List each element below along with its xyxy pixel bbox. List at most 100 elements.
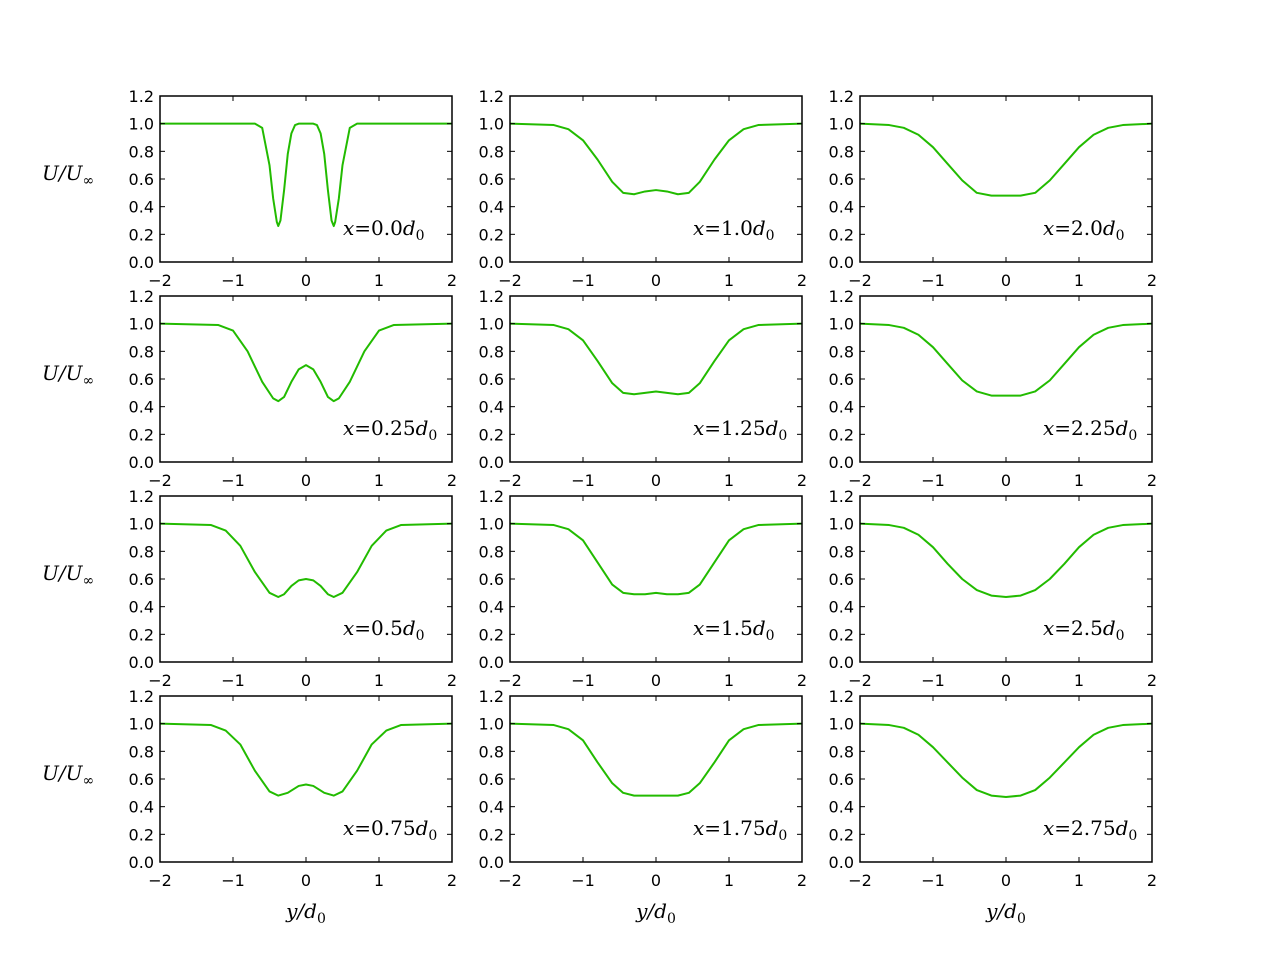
annotation-value: 0.25	[371, 416, 416, 440]
x-axis-label-sub: 0	[317, 911, 326, 927]
x-tick-label: 1	[1074, 871, 1084, 890]
y-tick-label: 1.2	[479, 287, 504, 306]
y-tick-label: 0.8	[129, 342, 154, 361]
station-annotation: x=1.0d0	[693, 216, 775, 244]
x-tick-label: −2	[498, 871, 522, 890]
y-tick-label: 1.0	[479, 315, 504, 334]
annotation-equals: =	[704, 816, 721, 840]
annotation-equals: =	[1054, 816, 1071, 840]
x-tick-label: 2	[1147, 871, 1157, 890]
annotation-value: 2.25	[1071, 416, 1116, 440]
x-tick-label: −2	[848, 471, 872, 490]
annotation-prefix: x	[343, 616, 354, 640]
y-tick-label: 0.6	[479, 570, 504, 589]
y-tick-label: 0.6	[129, 370, 154, 389]
y-tick-label: 0.0	[129, 453, 154, 472]
x-tick-label: −2	[498, 471, 522, 490]
y-tick-label: 0.6	[829, 370, 854, 389]
annotation-equals: =	[704, 616, 721, 640]
y-tick-label: 0.8	[479, 742, 504, 761]
x-tick-label: 1	[724, 671, 734, 690]
x-tick-label: −1	[221, 271, 245, 290]
y-tick-label: 1.2	[829, 687, 854, 706]
annotation-equals: =	[1054, 216, 1071, 240]
y-axis-label: U/U∞	[42, 761, 94, 789]
x-tick-label: 0	[1001, 671, 1011, 690]
annotation-unit: d	[1103, 216, 1116, 240]
x-tick-label: −2	[848, 271, 872, 290]
y-tick-label: 1.2	[479, 87, 504, 106]
annotation-equals: =	[354, 216, 371, 240]
subplot: 0.00.20.40.60.81.01.2−2 −1 0 1 2x=0.25d0	[129, 287, 458, 490]
annotation-unit-sub: 0	[766, 228, 775, 244]
y-tick-label: 0.2	[129, 425, 154, 444]
y-tick-label: 0.6	[479, 370, 504, 389]
y-tick-label: 1.2	[479, 687, 504, 706]
annotation-equals: =	[704, 416, 721, 440]
y-tick-label: 0.2	[479, 825, 504, 844]
x-tick-label: 0	[651, 671, 661, 690]
station-annotation: x=2.75d0	[1043, 816, 1137, 844]
y-tick-label: 1.2	[479, 487, 504, 506]
x-tick-label: 0	[651, 271, 661, 290]
x-tick-label: 2	[1147, 271, 1157, 290]
subplot: 0.00.20.40.60.81.01.2−2 −1 0 1 2x=2.25d0	[829, 287, 1158, 490]
x-tick-label: −2	[848, 871, 872, 890]
annotation-unit-sub: 0	[1128, 428, 1137, 444]
station-annotation: x=0.5d0	[343, 616, 425, 644]
annotation-unit-sub: 0	[416, 628, 425, 644]
annotation-value: 1.25	[721, 416, 766, 440]
annotation-prefix: x	[343, 816, 354, 840]
station-annotation: x=2.25d0	[1043, 416, 1137, 444]
y-tick-label: 0.6	[479, 770, 504, 789]
annotation-prefix: x	[343, 216, 354, 240]
y-tick-label: 0.2	[479, 225, 504, 244]
annotation-unit-sub: 0	[428, 428, 437, 444]
x-axis-label: y/d0	[635, 899, 676, 927]
annotation-unit-sub: 0	[1116, 628, 1125, 644]
x-tick-label: 2	[797, 271, 807, 290]
y-tick-label: 1.0	[129, 515, 154, 534]
x-tick-label: 1	[1074, 471, 1084, 490]
annotation-unit-sub: 0	[1116, 228, 1125, 244]
x-tick-label: 1	[1074, 271, 1084, 290]
y-tick-label: 1.0	[479, 515, 504, 534]
annotation-value: 2.5	[1071, 616, 1103, 640]
annotation-unit-sub: 0	[416, 228, 425, 244]
x-tick-label: −1	[921, 671, 945, 690]
annotation-value: 1.75	[721, 816, 766, 840]
data-line	[859, 122, 1153, 197]
x-axis-label-sub: 0	[667, 911, 676, 927]
y-tick-label: 0.4	[129, 398, 154, 417]
x-tick-label: −2	[498, 271, 522, 290]
x-tick-label: −1	[921, 271, 945, 290]
x-tick-label: 1	[374, 271, 384, 290]
x-tick-label: 1	[724, 271, 734, 290]
y-axis-label-main: U/U	[42, 361, 84, 385]
annotation-unit: d	[416, 816, 429, 840]
x-tick-label: 2	[797, 871, 807, 890]
data-line	[859, 522, 1153, 598]
y-tick-label: 1.2	[129, 87, 154, 106]
y-tick-label: 0.2	[129, 825, 154, 844]
y-tick-label: 0.4	[479, 598, 504, 617]
y-tick-label: 0.2	[129, 625, 154, 644]
x-tick-label: 0	[1001, 271, 1011, 290]
annotation-prefix: x	[1043, 416, 1054, 440]
x-tick-label: −2	[148, 471, 172, 490]
station-annotation: x=1.25d0	[693, 416, 787, 444]
x-axis-label: y/d0	[985, 899, 1026, 927]
y-tick-label: 0.8	[829, 142, 854, 161]
subplot: 0.00.20.40.60.81.01.2−2 −1 0 1 2x=2.0d0	[829, 87, 1158, 290]
data-line	[159, 522, 453, 598]
station-annotation: x=0.75d0	[343, 816, 437, 844]
data-line	[509, 322, 803, 396]
x-tick-label: 0	[301, 471, 311, 490]
station-annotation: x=0.25d0	[343, 416, 437, 444]
annotation-prefix: x	[693, 816, 704, 840]
station-annotation: x=0.0d0	[343, 216, 425, 244]
y-tick-label: 1.0	[129, 315, 154, 334]
annotation-unit: d	[403, 216, 416, 240]
annotation-unit: d	[1116, 816, 1129, 840]
y-tick-label: 1.2	[829, 287, 854, 306]
